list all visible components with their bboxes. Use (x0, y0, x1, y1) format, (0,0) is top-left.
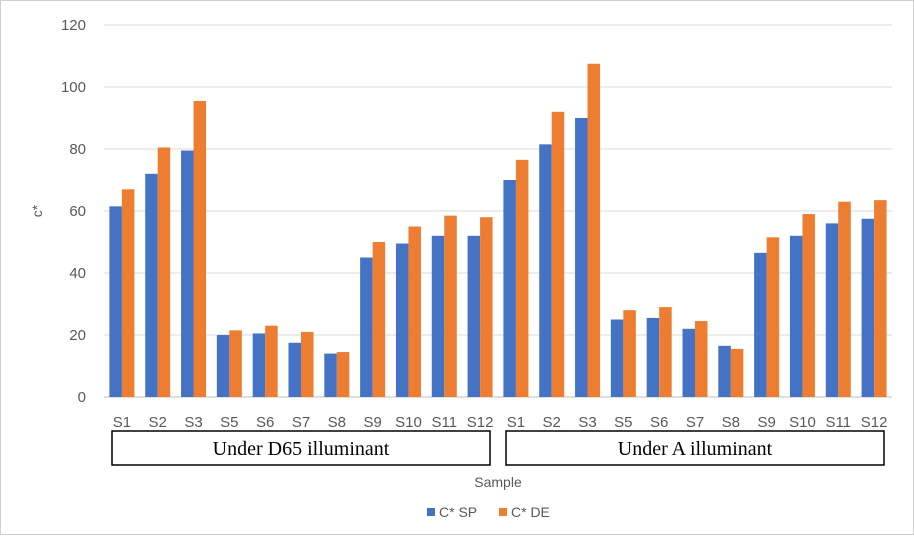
bar (802, 214, 815, 397)
bar (109, 206, 122, 397)
y-tick-labels: 0 20 40 60 80 100 120 (61, 17, 86, 406)
x-tick-label: S12 (467, 414, 494, 431)
bar (515, 159, 529, 397)
bar (789, 235, 803, 397)
legend-swatch (427, 508, 435, 516)
legend-label: C* SP (439, 504, 477, 520)
bar (766, 237, 780, 397)
x-axis-title: Sample (474, 474, 522, 490)
bar (216, 335, 230, 397)
x-tick-label: S11 (825, 414, 851, 431)
x-tick-label: S12 (861, 414, 888, 431)
bar (301, 331, 314, 397)
group-labels: Under D65 illuminant Under A illuminant (111, 430, 885, 466)
x-tick-label: S10 (789, 414, 816, 431)
bar (539, 144, 552, 397)
bar (587, 63, 601, 397)
x-tick-label: S6 (650, 414, 668, 431)
y-tick-label: 120 (61, 17, 86, 34)
x-tick-label: S1 (113, 414, 131, 431)
bar (551, 111, 565, 398)
bar (610, 319, 624, 397)
y-tick-label: 40 (69, 265, 86, 282)
x-tick-label: S11 (431, 414, 457, 431)
x-tick-label: S3 (578, 414, 596, 431)
x-tick-label: S2 (149, 414, 167, 431)
bar (372, 242, 386, 397)
bars (109, 63, 887, 398)
bar (408, 226, 421, 397)
bar (229, 330, 242, 397)
x-tick-label: S10 (395, 414, 422, 431)
x-tick-label: S8 (328, 414, 346, 431)
bar (861, 218, 875, 397)
x-tick-label: S9 (757, 414, 775, 431)
legend-label: C* DE (511, 504, 550, 520)
bar (444, 215, 457, 397)
group-box (111, 430, 491, 466)
y-tick-label: 100 (61, 79, 86, 96)
bar (754, 252, 767, 397)
bar (874, 200, 887, 397)
x-tick-label: S6 (256, 414, 274, 431)
y-tick-label: 60 (69, 203, 86, 220)
bar (265, 325, 278, 397)
y-tick-label: 80 (69, 141, 86, 158)
y-tick-label: 20 (69, 327, 86, 344)
x-tick-labels: S1 S2 S3 S5 S6 S7 S8 S9 S10 S11 S12 S1 S2 S3 S5 S6 S7 S8 S… (113, 414, 888, 431)
y-axis-title: c* (29, 204, 45, 217)
bar (659, 307, 672, 397)
legend: C* SP C* DE (427, 504, 550, 520)
y-tick-label: 0 (78, 389, 86, 406)
bar (623, 310, 636, 397)
bar (730, 348, 744, 397)
bar (252, 333, 266, 397)
bar (288, 342, 301, 397)
bar (336, 352, 350, 397)
bar (360, 257, 373, 397)
bar (718, 345, 731, 397)
bar (395, 243, 409, 397)
x-tick-label: S5 (220, 414, 238, 431)
group-label: Under D65 illuminant (213, 438, 390, 460)
bar (480, 217, 493, 397)
x-tick-label: S7 (686, 414, 704, 431)
legend-swatch (499, 508, 507, 516)
x-tick-label: S9 (363, 414, 381, 431)
group-box (505, 430, 885, 466)
x-tick-label: S5 (614, 414, 632, 431)
bar (503, 180, 516, 397)
bar (575, 118, 588, 397)
bar (121, 189, 135, 397)
bar (181, 150, 194, 397)
x-tick-label: S8 (722, 414, 740, 431)
x-tick-label: S3 (184, 414, 202, 431)
bar (193, 100, 207, 397)
bar (145, 173, 158, 397)
bar (825, 223, 839, 397)
bar (695, 321, 708, 397)
bar (324, 353, 337, 397)
x-tick-label: S2 (543, 414, 561, 431)
bar (431, 235, 445, 397)
group-label: Under A illuminant (618, 438, 773, 460)
bar (838, 201, 851, 397)
x-tick-label: S7 (292, 414, 310, 431)
x-tick-label: S1 (507, 414, 525, 431)
bar (646, 317, 660, 397)
bar (682, 328, 695, 397)
bar (157, 147, 171, 397)
bar (467, 235, 481, 397)
